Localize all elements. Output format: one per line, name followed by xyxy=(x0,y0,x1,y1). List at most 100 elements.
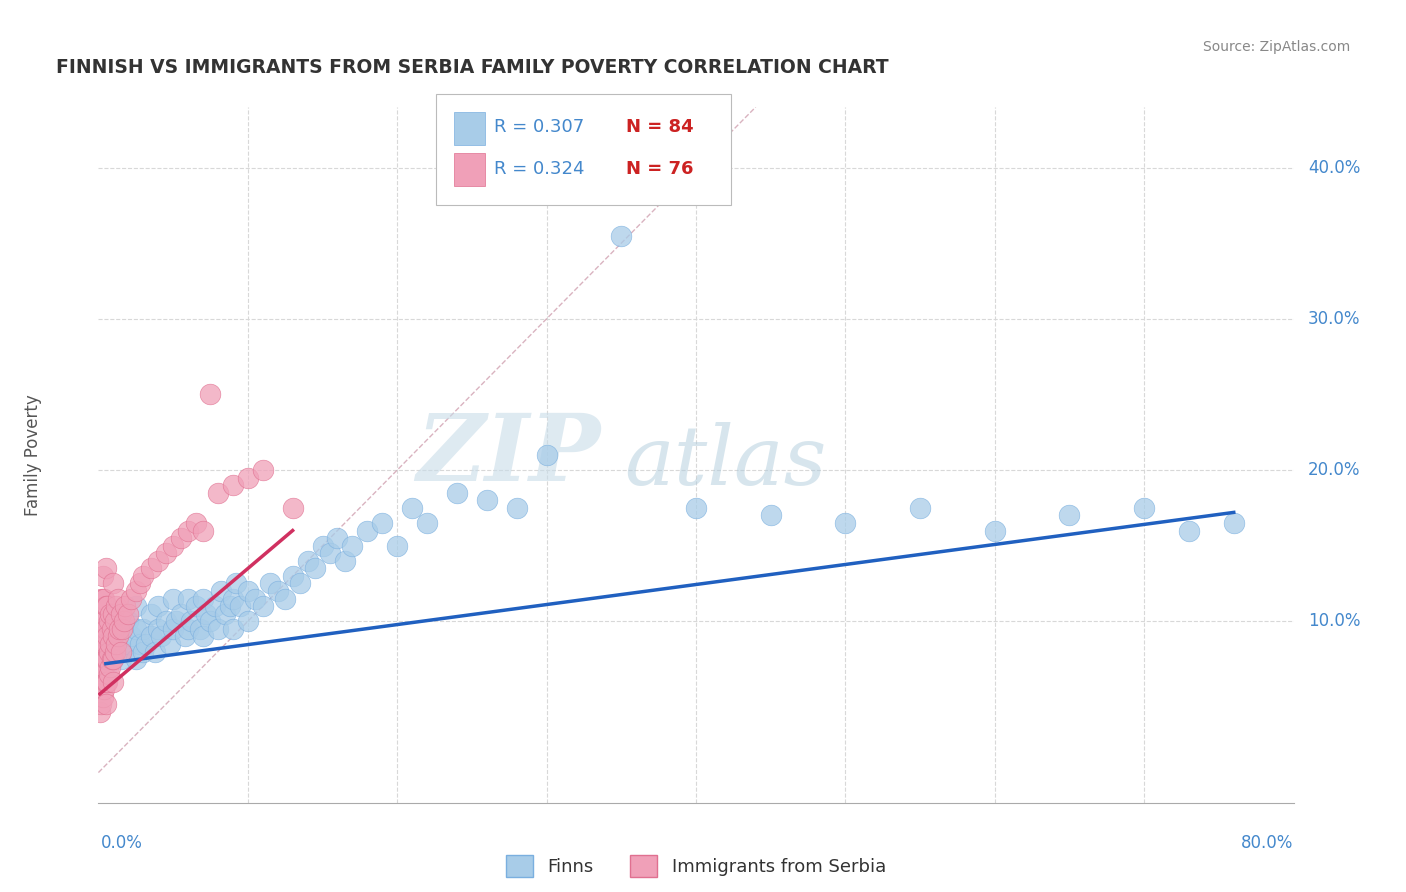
Point xyxy=(207,622,229,636)
Point xyxy=(209,584,232,599)
Point xyxy=(236,584,259,599)
Point xyxy=(326,531,349,545)
Point xyxy=(1059,508,1081,523)
Point xyxy=(94,674,117,689)
Point xyxy=(103,629,125,643)
Point xyxy=(446,485,468,500)
Text: N = 84: N = 84 xyxy=(626,118,693,136)
Point xyxy=(475,493,498,508)
Point xyxy=(108,622,131,636)
Point xyxy=(94,622,117,636)
Point xyxy=(103,576,125,591)
Text: 20.0%: 20.0% xyxy=(1308,461,1361,479)
Text: R = 0.307: R = 0.307 xyxy=(494,118,583,136)
Point xyxy=(107,591,129,606)
Point xyxy=(143,644,166,658)
Point xyxy=(165,615,187,629)
Point xyxy=(110,622,132,636)
Point xyxy=(98,637,122,651)
Point xyxy=(120,629,142,643)
Text: atlas: atlas xyxy=(624,422,827,502)
Point xyxy=(191,629,214,643)
Point xyxy=(177,591,200,606)
Point xyxy=(169,531,191,545)
Point xyxy=(319,546,342,560)
Point xyxy=(125,599,148,614)
Text: 0.0%: 0.0% xyxy=(101,834,143,852)
Point xyxy=(91,667,114,681)
Point xyxy=(506,500,529,515)
Point xyxy=(983,524,1005,538)
Point xyxy=(148,554,170,568)
Point xyxy=(155,615,177,629)
Point xyxy=(93,659,115,673)
Point xyxy=(214,607,236,621)
Point xyxy=(114,599,136,614)
Point xyxy=(536,448,558,462)
Point xyxy=(90,637,112,651)
Point xyxy=(117,615,139,629)
Point xyxy=(91,644,114,658)
Point xyxy=(385,539,409,553)
Point xyxy=(94,698,117,712)
Point xyxy=(135,637,157,651)
Point xyxy=(105,637,128,651)
Point xyxy=(103,629,125,643)
Point xyxy=(94,561,117,575)
Point xyxy=(229,599,252,614)
Point xyxy=(91,629,114,643)
Point xyxy=(93,591,115,606)
Text: 40.0%: 40.0% xyxy=(1308,159,1360,177)
Point xyxy=(311,539,333,553)
Point xyxy=(132,569,155,583)
Point xyxy=(1133,500,1156,515)
Point xyxy=(274,591,297,606)
Point xyxy=(281,500,304,515)
Point xyxy=(342,539,364,553)
Point xyxy=(103,652,125,666)
Point xyxy=(207,485,229,500)
Text: 80.0%: 80.0% xyxy=(1241,834,1294,852)
Point xyxy=(105,637,128,651)
Point xyxy=(112,615,135,629)
Point xyxy=(94,637,117,651)
Point xyxy=(304,561,326,575)
Point xyxy=(188,622,211,636)
Point xyxy=(184,599,207,614)
Point xyxy=(94,599,117,614)
Point xyxy=(93,682,115,697)
Point xyxy=(117,607,139,621)
Point xyxy=(96,652,118,666)
Text: 30.0%: 30.0% xyxy=(1308,310,1361,327)
Point xyxy=(91,569,114,583)
Point xyxy=(180,615,202,629)
Point xyxy=(129,576,152,591)
Point xyxy=(105,599,128,614)
Point xyxy=(288,576,311,591)
Point xyxy=(89,644,111,658)
Point xyxy=(103,652,125,666)
Point xyxy=(132,644,155,658)
Point xyxy=(1223,516,1246,530)
Point xyxy=(162,622,184,636)
Point xyxy=(174,629,197,643)
Point xyxy=(125,584,148,599)
Point xyxy=(356,524,378,538)
Point xyxy=(148,622,170,636)
Point xyxy=(416,516,439,530)
Point xyxy=(90,698,112,712)
Point xyxy=(139,607,162,621)
Point xyxy=(222,478,245,492)
Legend: Finns, Immigrants from Serbia: Finns, Immigrants from Serbia xyxy=(506,855,886,877)
Point xyxy=(148,599,170,614)
Point xyxy=(267,584,290,599)
Point xyxy=(162,539,184,553)
Point xyxy=(245,591,267,606)
Point xyxy=(94,652,117,666)
Point xyxy=(89,705,111,719)
Point xyxy=(159,637,181,651)
Point xyxy=(129,637,152,651)
Point xyxy=(125,622,148,636)
Point xyxy=(110,607,132,621)
Point xyxy=(162,591,184,606)
